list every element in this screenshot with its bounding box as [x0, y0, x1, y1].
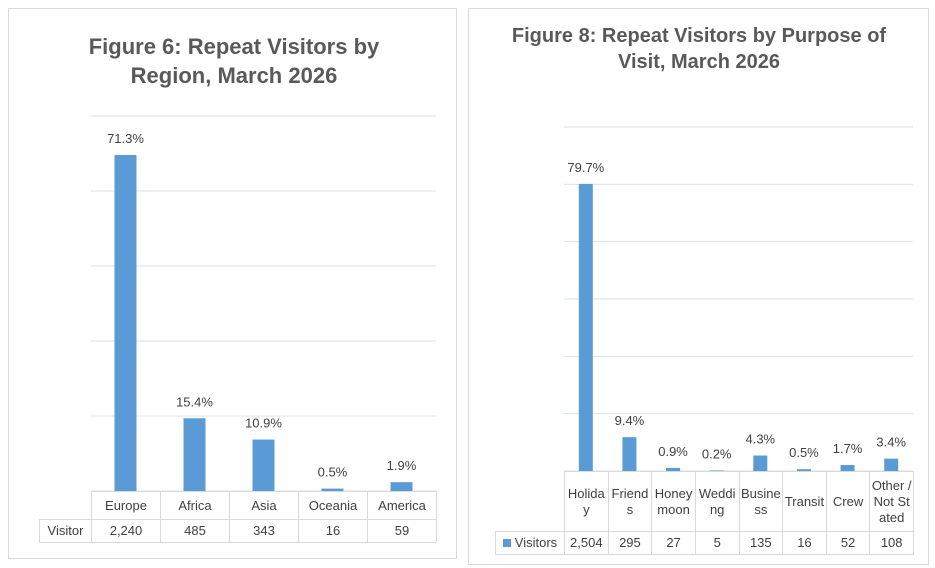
bar: [666, 467, 681, 471]
bar: [183, 418, 206, 491]
data-label: 1.9%: [387, 458, 417, 473]
bar: [796, 469, 811, 471]
value-cell: 108: [869, 531, 914, 555]
bar: [840, 465, 855, 471]
value-cell: 27: [651, 531, 696, 555]
category-cell: Honeymoon: [651, 471, 696, 532]
value-cell: 16: [298, 519, 368, 543]
bar: [884, 458, 899, 471]
category-cell: Asia: [229, 491, 299, 520]
category-cell: Crew: [825, 471, 871, 532]
value-cell: 295: [607, 531, 653, 555]
bar: [753, 455, 768, 471]
data-label: 9.4%: [615, 413, 645, 428]
data-label: 1.7%: [833, 441, 863, 456]
chart-title: Figure 6: Repeat Visitors by Region, Mar…: [88, 34, 380, 88]
category-cell: Transit: [782, 471, 827, 532]
chart-panel: Figure 8: Repeat Visitors by Purpose of …: [468, 8, 929, 565]
data-label: 71.3%: [107, 131, 144, 146]
value-cell: 16: [782, 531, 827, 555]
series-label-cell: Visitor: [39, 519, 92, 543]
data-label: 0.5%: [318, 465, 348, 480]
category-cell: Wedding: [694, 471, 740, 532]
data-label: 4.3%: [745, 432, 775, 447]
bar: [114, 155, 137, 491]
category-cell: Holiday: [564, 471, 609, 532]
legend-label: Visitor: [47, 523, 84, 538]
data-label: 10.9%: [245, 416, 282, 431]
data-label: 0.2%: [702, 446, 732, 461]
legend-label: Visitors: [514, 535, 558, 550]
value-cell: 5: [694, 531, 740, 555]
legend-key: [502, 539, 511, 547]
bar: [578, 183, 593, 471]
data-label: 0.5%: [789, 445, 819, 460]
data-label: 0.9%: [658, 444, 688, 459]
data-label: 79.7%: [567, 160, 604, 175]
chart-panel: Figure 6: Repeat Visitors by Region, Mar…: [8, 8, 457, 559]
category-cell: Africa: [160, 491, 230, 520]
category-cell: Other / Not Stated: [869, 471, 914, 532]
bar: [622, 437, 637, 471]
value-cell: 135: [738, 531, 784, 555]
plot: 71.3% 15.4% 10.9% 0.5% 1.9%: [91, 115, 436, 492]
bar: [390, 482, 413, 491]
value-cell: 2,504: [564, 531, 609, 555]
data-label: 3.4%: [876, 435, 906, 450]
value-cell: 59: [367, 519, 437, 543]
category-cell: Business: [738, 471, 784, 532]
category-cell: Friends: [607, 471, 653, 532]
bar: [709, 470, 724, 471]
category-cell: Europe: [91, 491, 161, 520]
bar: [252, 439, 275, 491]
value-cell: 52: [825, 531, 871, 555]
data-label: 15.4%: [176, 394, 213, 409]
plot: 79.7% 9.4% 0.9% 0.2% 4.3% 0.5% 1.7% 3.4%: [564, 126, 913, 472]
chart-title: Figure 8: Repeat Visitors by Purpose of …: [511, 25, 887, 73]
category-cell: America: [367, 491, 437, 520]
series-label-cell: Visitors: [495, 531, 565, 555]
value-cell: 485: [160, 519, 230, 543]
value-cell: 2,240: [91, 519, 161, 543]
bar: [321, 488, 344, 491]
category-cell: Oceania: [298, 491, 368, 520]
value-cell: 343: [229, 519, 299, 543]
